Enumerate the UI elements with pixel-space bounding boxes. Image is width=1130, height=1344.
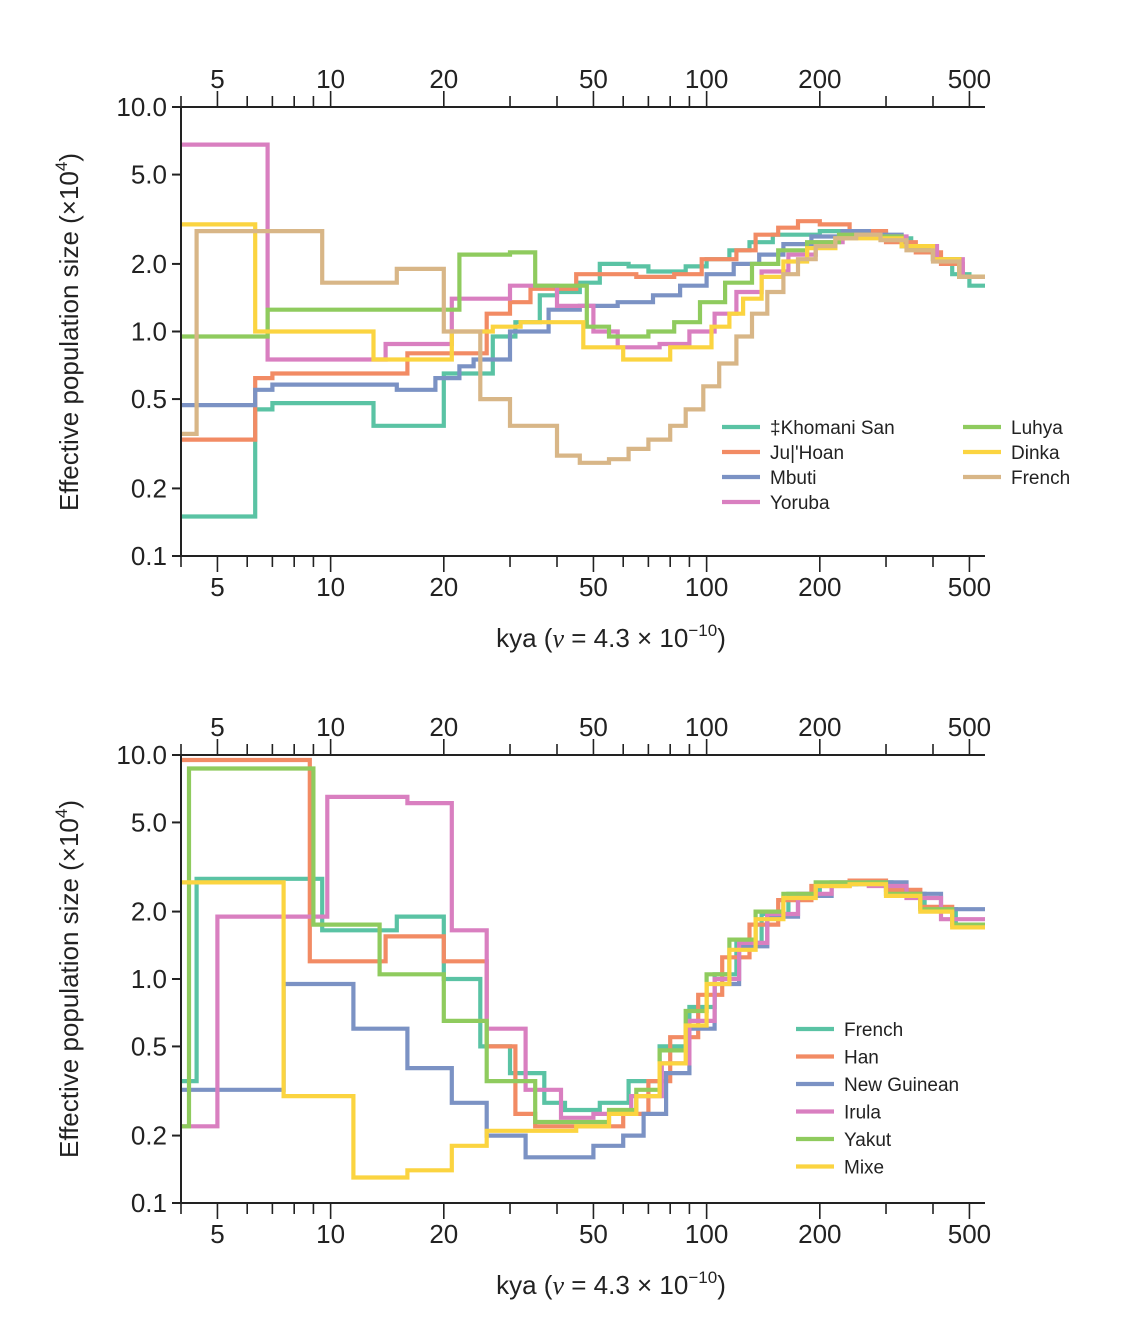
legend-label: ‡Khomani San xyxy=(770,418,895,439)
y-tick-label: 0.2 xyxy=(131,1121,167,1151)
legend-item: New Guinean xyxy=(796,1075,959,1096)
legend-item: ‡Khomani San xyxy=(722,418,895,439)
y-tick-label: 0.5 xyxy=(131,384,167,414)
top-chart-panel: 5 5 10 10 20 20 50 50 100 100 200 200 500 500 0.1 0.2 0.… xyxy=(52,64,1070,653)
legend-label: French xyxy=(1011,468,1070,489)
x-top-tick-label: 5 xyxy=(210,64,224,94)
x-top-tick-label: 100 xyxy=(685,64,728,94)
legend-label: Yoruba xyxy=(770,493,830,514)
legend-label: Luhya xyxy=(1011,418,1063,439)
legend-item: Mixe xyxy=(796,1158,884,1179)
legend-item: Yakut xyxy=(796,1130,892,1151)
legend-label: New Guinean xyxy=(844,1075,959,1096)
y-tick-label: 0.5 xyxy=(131,1031,167,1061)
x-tick-label: 100 xyxy=(685,1219,728,1249)
y-tick-label: 1.0 xyxy=(131,964,167,994)
legend-label: Yakut xyxy=(844,1130,892,1151)
x-top-tick-label: 20 xyxy=(429,64,458,94)
bottom-chart-panel: 5 5 10 10 20 20 50 50 100 100 200 200 500 500 0.1 0.2 0.… xyxy=(52,712,991,1300)
series-line-yakut xyxy=(181,766,985,1129)
legend-label: Dinka xyxy=(1011,443,1060,464)
x-top-tick-label: 100 xyxy=(685,712,728,742)
legend-item: Luhya xyxy=(963,418,1063,439)
y-tick-label: 2.0 xyxy=(131,897,167,927)
y-tick-label: 0.1 xyxy=(131,541,167,571)
legend-item: Dinka xyxy=(963,443,1060,464)
x-tick-label: 5 xyxy=(210,1219,224,1249)
legend-item: Yoruba xyxy=(722,493,830,514)
x-tick-label: 50 xyxy=(579,1219,608,1249)
x-top-tick-label: 5 xyxy=(210,712,224,742)
legend-label: Mbuti xyxy=(770,468,816,489)
legend-label: Irula xyxy=(844,1103,881,1124)
legend-item: French xyxy=(963,468,1070,489)
x-tick-label: 20 xyxy=(429,572,458,602)
y-tick-label: 10.0 xyxy=(116,740,167,770)
x-axis-title: kya (ν = 4.3 × 10−10) xyxy=(496,621,726,653)
x-tick-label: 500 xyxy=(948,572,991,602)
x-tick-label: 20 xyxy=(429,1219,458,1249)
x-top-tick-label: 50 xyxy=(579,64,608,94)
series-line-mbuti xyxy=(181,229,985,408)
legend-label: Han xyxy=(844,1048,879,1069)
legend-item: Ju|'Hoan xyxy=(722,443,844,464)
series-line-han xyxy=(181,757,985,1129)
y-tick-label: 10.0 xyxy=(116,92,167,122)
series-line-dinka xyxy=(181,222,985,362)
x-top-tick-label: 10 xyxy=(316,64,345,94)
series-line-mixe xyxy=(181,880,985,1180)
series-group xyxy=(181,757,985,1180)
legend-item: French xyxy=(796,1020,903,1041)
series-group xyxy=(181,142,985,519)
x-top-tick-label: 50 xyxy=(579,712,608,742)
x-tick-label: 500 xyxy=(948,1219,991,1249)
x-top-tick-label: 200 xyxy=(798,64,841,94)
y-tick-label: 0.1 xyxy=(131,1188,167,1218)
y-tick-label: 5.0 xyxy=(131,160,167,190)
y-tick-label: 5.0 xyxy=(131,807,167,837)
legend-label: Mixe xyxy=(844,1158,884,1179)
x-top-tick-label: 500 xyxy=(948,64,991,94)
x-top-tick-label: 500 xyxy=(948,712,991,742)
x-tick-label: 10 xyxy=(316,572,345,602)
legend-label: French xyxy=(844,1020,903,1041)
x-top-tick-label: 10 xyxy=(316,712,345,742)
legend-item: Mbuti xyxy=(722,468,816,489)
legend-item: Han xyxy=(796,1048,879,1069)
x-top-tick-label: 200 xyxy=(798,712,841,742)
x-axis-title: kya (ν = 4.3 × 10−10) xyxy=(496,1268,726,1300)
y-tick-label: 0.2 xyxy=(131,473,167,503)
y-tick-label: 1.0 xyxy=(131,317,167,347)
legend: French Han New Guinean Irula Yakut Mixe xyxy=(796,1020,959,1179)
x-tick-label: 100 xyxy=(685,572,728,602)
x-tick-label: 5 xyxy=(210,572,224,602)
y-axis-title: Effective population size (×104) xyxy=(52,153,84,511)
series-line-french xyxy=(181,229,985,465)
x-top-tick-label: 20 xyxy=(429,712,458,742)
y-tick-label: 2.0 xyxy=(131,249,167,279)
x-tick-label: 10 xyxy=(316,1219,345,1249)
legend-item: Irula xyxy=(796,1103,881,1124)
x-tick-label: 200 xyxy=(798,1219,841,1249)
legend: ‡Khomani San Ju|'Hoan Mbuti Yoruba Luhya Dink… xyxy=(722,418,1070,514)
x-tick-label: 50 xyxy=(579,572,608,602)
legend-label: Ju|'Hoan xyxy=(770,443,844,464)
y-axis-title: Effective population size (×104) xyxy=(52,800,84,1158)
x-tick-label: 200 xyxy=(798,572,841,602)
